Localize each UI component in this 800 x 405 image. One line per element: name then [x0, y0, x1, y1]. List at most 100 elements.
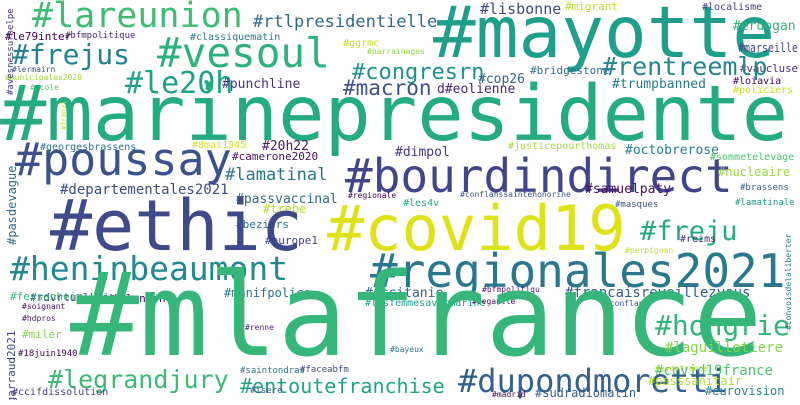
word: #lamatinal [225, 165, 327, 185]
word: #hdpros [22, 314, 56, 323]
word: #regionale [348, 191, 396, 200]
word: #dimpol [395, 145, 450, 160]
word: #camerone2020 [232, 150, 318, 163]
word: #laguillotiere [665, 340, 783, 356]
word: #classiquematin [190, 32, 280, 43]
word: #rtlpresidentielle [253, 12, 437, 32]
word: #sudradiomatin [535, 386, 636, 400]
word: #cop26 [478, 72, 525, 87]
word: #rentreemlp [602, 52, 768, 81]
word: #ecole [30, 83, 59, 92]
word: #eurovision [705, 384, 784, 398]
word: #passsanitair [648, 374, 742, 388]
word: #conflanssaintehonorine [460, 190, 571, 199]
word: #miler [22, 328, 62, 341]
word: #migrant [565, 0, 618, 13]
word: #entoutefranchise [240, 374, 445, 398]
word: #municipales2020 [5, 73, 82, 82]
word: #francaisreveillezvous [565, 285, 750, 301]
word: #vaucluse [740, 62, 798, 75]
word: #passvaccinal [236, 192, 338, 207]
word: #bourdindirect [345, 149, 733, 203]
word: #ccifdissolution [12, 387, 108, 398]
word: #ggrmc [343, 38, 379, 49]
word: #justicepourthomas [508, 141, 616, 152]
word: #georgesbrassens [40, 142, 136, 153]
word: #parrainages [367, 47, 425, 56]
word: #trumpbanned [612, 77, 706, 92]
word: #heninbeaumont [10, 249, 288, 288]
word: #franzl [60, 100, 68, 130]
word: #ethic [50, 185, 303, 267]
word: #policiers [733, 85, 793, 96]
word: #departementales2021 [60, 182, 229, 198]
word: #conflans [605, 299, 649, 308]
word: #masques [615, 200, 658, 210]
word: #lareunion [32, 0, 243, 36]
word: #bfmpolitiqu [482, 285, 540, 294]
word: #brassens [740, 183, 789, 193]
word: #isere [250, 386, 283, 396]
word: #hongrie [655, 309, 790, 342]
word: #congresrn [352, 60, 484, 85]
word: #europe1 [265, 234, 318, 247]
word: #degaulle [472, 297, 516, 306]
word: #les4v [403, 198, 439, 209]
word: #mayotte [433, 0, 775, 74]
word: #lesfemmesavecmarine [365, 298, 485, 309]
word: #bfmpolitique [65, 31, 135, 41]
word: #fessenheim [10, 290, 83, 303]
word: #lisbonne [480, 0, 561, 18]
word: #18juin1940 [18, 349, 78, 359]
word: #localisme [702, 2, 762, 13]
word: #soignant [22, 302, 66, 311]
word: #bayeux [390, 345, 424, 354]
word: #regionales2021 [370, 244, 785, 298]
word: #avesnessurhelpe [6, 8, 16, 95]
word: #trebe [263, 202, 306, 216]
word: #perpignan [625, 246, 673, 255]
word: #faceabfm [300, 365, 349, 375]
word: #loiavia [733, 76, 781, 87]
word: #8mai1945 [192, 140, 246, 151]
word: #le20h [125, 66, 233, 101]
word: #reims [680, 234, 716, 245]
word: #macron [343, 76, 432, 100]
word: #xvdefrance [655, 364, 708, 373]
word: #bridgestone [530, 64, 609, 77]
word: #20h22 [262, 139, 309, 154]
word: #mlafrance [70, 249, 762, 383]
word: #poussay [15, 133, 232, 186]
word: #marinepresidente [0, 70, 788, 159]
word: #lamatinale [735, 198, 795, 208]
word: #saintondras [240, 366, 305, 376]
word: #samuelpaty [585, 182, 671, 197]
word: #dupondmoretti [458, 362, 728, 400]
word: d#eolienne [437, 82, 515, 97]
word: #beziers [236, 218, 289, 231]
word: #sommetelevage [710, 152, 794, 163]
word: #pasdevague [5, 166, 19, 245]
word: d#alencon [106, 292, 166, 305]
word: #rdvrtuelkrief [30, 291, 123, 304]
word: #erdogan [733, 19, 796, 34]
word: #garraud2021 [5, 331, 18, 400]
word: #madrid [492, 390, 526, 399]
word: #freju [640, 216, 738, 247]
word: #lermairn [12, 65, 56, 74]
word: #covid19 [327, 192, 626, 265]
word: #octobrerose [625, 143, 719, 158]
word: #vesoul [157, 29, 330, 77]
word: #renne [245, 323, 274, 332]
word: #le79inter [5, 30, 72, 43]
word: #legrandjury [48, 365, 229, 394]
word: #convoisdelaliberter [784, 233, 793, 330]
word: #nucleaire [718, 165, 790, 179]
word: #manifpolice [224, 286, 311, 300]
word: #punchline [222, 77, 300, 92]
word: #marseille [738, 41, 798, 55]
word: #frejus [12, 38, 130, 71]
word: #covid19france [655, 363, 773, 379]
